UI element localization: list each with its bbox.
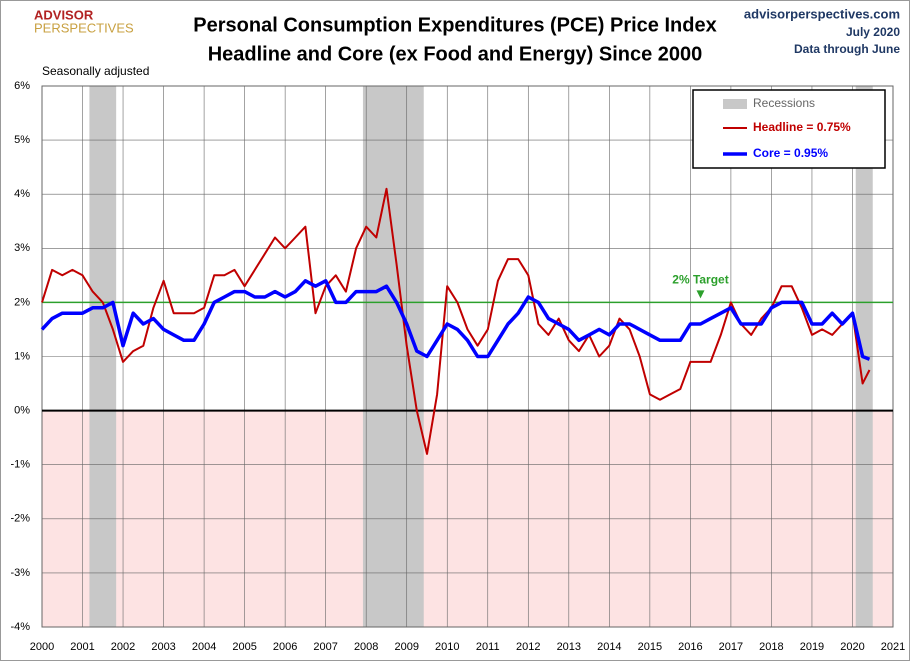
x-tick-label: 2016 xyxy=(678,641,702,653)
series-line xyxy=(40,279,871,361)
x-tick-label: 2017 xyxy=(719,641,743,653)
x-tick-label: 2001 xyxy=(70,641,94,653)
x-tick-label: 2021 xyxy=(881,641,905,653)
y-tick-label: -2% xyxy=(10,513,30,525)
x-tick-label: 2014 xyxy=(597,641,621,653)
x-tick-label: 2005 xyxy=(232,641,256,653)
x-tick-label: 2020 xyxy=(840,641,864,653)
x-tick-label: 2010 xyxy=(435,641,459,653)
x-tick-label: 2012 xyxy=(516,641,540,653)
target-arrow xyxy=(696,290,705,299)
logo: ADVISOR xyxy=(34,7,94,22)
x-tick-label: 2009 xyxy=(394,641,418,653)
x-tick-label: 2007 xyxy=(313,641,337,653)
x-tick-label: 2008 xyxy=(354,641,378,653)
x-tick-label: 2019 xyxy=(800,641,824,653)
x-tick-label: 2002 xyxy=(111,641,135,653)
target-label: 2% Target xyxy=(672,273,728,287)
chart-title: Personal Consumption Expenditures (PCE) … xyxy=(193,14,716,36)
y-tick-label: 2% xyxy=(14,296,30,308)
x-tick-label: 2013 xyxy=(557,641,581,653)
x-tick-label: 2004 xyxy=(192,641,216,653)
legend-label: Recessions xyxy=(753,96,815,110)
chart-subtitle: Headline and Core (ex Food and Energy) S… xyxy=(208,43,703,65)
series-line xyxy=(41,187,871,455)
x-tick-label: 2003 xyxy=(151,641,175,653)
y-tick-label: 5% xyxy=(14,134,30,146)
x-tick-label: 2006 xyxy=(273,641,297,653)
x-tick-label: 2015 xyxy=(638,641,662,653)
plot-area: -4% -3% -2% -1% 0% 1% 2% 3% 4% 5% 6% 2000 2001 2002 20… xyxy=(10,80,905,653)
legend-label: Core = 0.95% xyxy=(753,146,828,160)
x-tick-label: 2000 xyxy=(30,641,54,653)
plot-border xyxy=(41,85,894,628)
y-tick-label: -1% xyxy=(10,459,30,471)
source: July 2020 xyxy=(846,25,900,39)
y-tick-label: 4% xyxy=(14,188,30,200)
source: Data through June xyxy=(794,42,900,56)
source: advisorperspectives.com xyxy=(744,6,900,21)
x-tick-label: 2018 xyxy=(759,641,783,653)
x-tick-label: 2011 xyxy=(476,641,500,653)
y-tick-label: 6% xyxy=(14,80,30,92)
y-tick-label: 1% xyxy=(14,350,30,362)
note: Seasonally adjusted xyxy=(42,64,149,78)
y-tick-label: 3% xyxy=(14,242,30,254)
y-tick-label: 0% xyxy=(14,405,30,417)
y-tick-label: -4% xyxy=(10,621,30,633)
legend-swatch xyxy=(723,99,747,109)
y-tick-label: -3% xyxy=(10,567,30,579)
legend-label: Headline = 0.75% xyxy=(753,120,851,134)
logo: PERSPECTIVES xyxy=(34,20,134,35)
